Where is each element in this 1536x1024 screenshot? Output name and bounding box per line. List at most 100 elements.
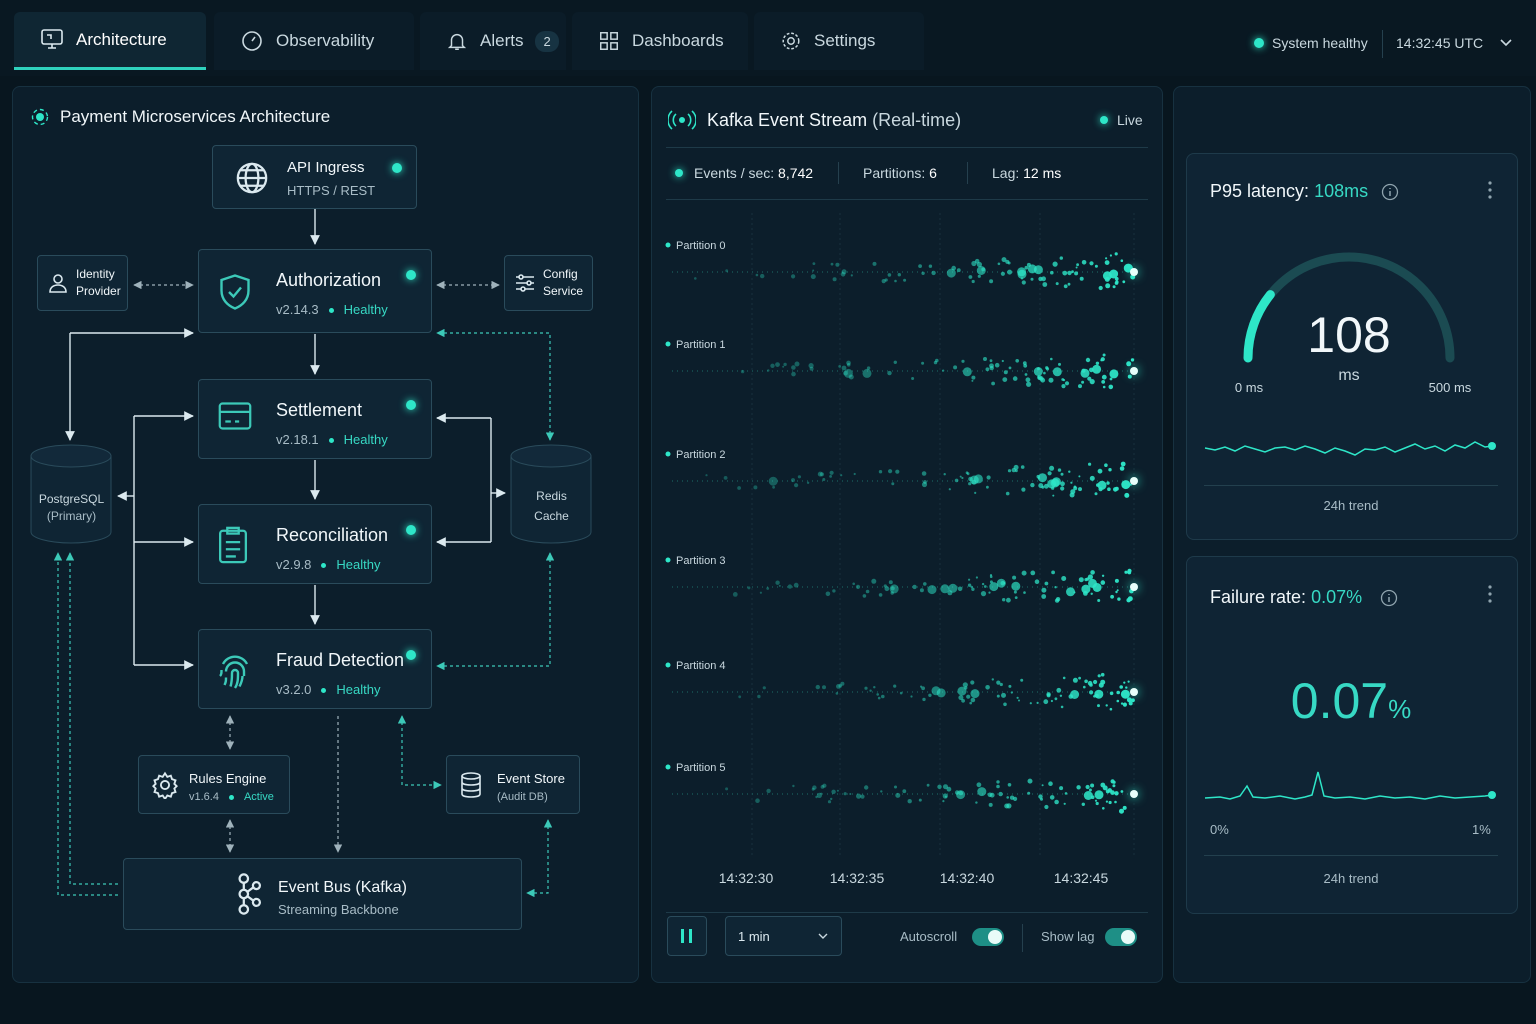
node-version: v2.9.8: [276, 557, 312, 572]
event-dot: [775, 580, 780, 585]
failure-sparkline: [1204, 771, 1496, 800]
event-dot: [1094, 264, 1098, 268]
autoscroll-toggle[interactable]: [972, 928, 1004, 946]
health-dot: [406, 525, 416, 535]
event-dot: [1122, 805, 1127, 810]
service-node: Event Store (Audit DB): [446, 755, 580, 814]
card-menu[interactable]: [1484, 584, 1496, 606]
stream-head: [1130, 790, 1138, 798]
event-dot: [1119, 466, 1125, 471]
info-icon[interactable]: [1380, 182, 1400, 202]
event-dot: [1021, 280, 1026, 285]
event-dot: [1036, 701, 1039, 704]
latency-card: [1186, 153, 1518, 540]
event-dot: [942, 369, 945, 372]
tab[interactable]: Observability: [214, 12, 414, 70]
event-dot: [1020, 678, 1024, 682]
event-dot: [1067, 282, 1071, 286]
window-select[interactable]: 1 min: [725, 916, 842, 956]
event-dot: [766, 587, 770, 590]
event-dot: [1073, 591, 1076, 594]
event-dot: [959, 475, 962, 478]
event-dot: [1100, 782, 1106, 788]
health-dot: [392, 163, 402, 173]
node-label: Identity Provider: [76, 267, 121, 298]
node-icon: [459, 771, 483, 804]
event-dot: [940, 584, 950, 594]
live-dot: [1100, 116, 1108, 124]
node-status: Healthy: [336, 557, 381, 572]
event-dot: [962, 367, 972, 377]
event-dot: [1029, 702, 1032, 705]
event-dot: [1095, 801, 1099, 806]
time-dropdown[interactable]: [1498, 36, 1514, 50]
event-dot: [1073, 486, 1078, 491]
event-dot: [878, 470, 883, 474]
event-dot: [849, 793, 852, 795]
partition-dot: [665, 764, 671, 770]
card-menu[interactable]: [1484, 180, 1496, 202]
event-dot: [1083, 685, 1086, 689]
node-icon: [513, 271, 537, 300]
event-dot: [1026, 381, 1032, 387]
event-dot: [989, 279, 994, 284]
event-dot: [1041, 485, 1045, 489]
divider: [838, 162, 839, 184]
event-dot: [1100, 580, 1106, 585]
node-icon: [217, 525, 249, 570]
pause-button[interactable]: [667, 916, 707, 956]
event-dot: [1089, 261, 1094, 266]
event-dot: [1089, 379, 1095, 385]
time-label: 14:32:45: [1054, 870, 1109, 886]
tab[interactable]: Architecture: [14, 12, 206, 70]
event-dot: [988, 802, 993, 807]
event-dot: [1062, 270, 1068, 276]
divider: [967, 162, 968, 184]
event-dot: [836, 789, 839, 792]
event-dot: [1059, 256, 1063, 260]
event-dot: [1051, 570, 1055, 575]
gauge-max: 500 ms: [1429, 380, 1472, 395]
show-lag-toggle[interactable]: [1105, 928, 1137, 946]
event-dot: [770, 363, 775, 368]
event-dot: [862, 594, 867, 598]
info-icon[interactable]: [1379, 588, 1399, 608]
event-dot: [1071, 270, 1074, 274]
event-dot: [928, 264, 933, 268]
event-dot: [921, 686, 925, 691]
event-dot: [1090, 592, 1093, 595]
event-dot: [793, 582, 799, 588]
tab[interactable]: Settings: [754, 12, 924, 70]
latency-title-row: P95 latency: 108ms: [1210, 181, 1368, 202]
event-dot: [889, 584, 899, 594]
event-dot: [1022, 361, 1027, 365]
event-dot: [976, 782, 982, 788]
service-node: PostgreSQL (Primary): [30, 444, 113, 544]
event-dot: [921, 481, 928, 488]
event-dot: [1060, 472, 1064, 476]
event-dot: [1120, 689, 1130, 699]
event-dot: [757, 694, 761, 699]
event-dot: [1094, 799, 1098, 802]
event-dot: [968, 476, 973, 482]
big-unit: %: [1388, 694, 1412, 724]
clock: 14:32:45 UTC: [1396, 35, 1484, 51]
event-dot: [1033, 367, 1043, 376]
event-dot: [935, 358, 939, 363]
tab[interactable]: Dashboards: [572, 12, 748, 70]
event-dot: [1116, 699, 1120, 703]
event-dot: [902, 789, 907, 794]
event-dot: [996, 780, 1000, 784]
event-dot: [1126, 697, 1132, 703]
event-dot: [953, 365, 958, 370]
tab[interactable]: Alerts 2: [420, 12, 566, 70]
event-dot: [971, 375, 976, 380]
stream-panel: [651, 86, 1163, 983]
tab-icon: [242, 31, 262, 51]
event-dot: [809, 366, 814, 371]
event-dot: [987, 792, 993, 798]
event-dot: [737, 486, 741, 490]
event-dot: [830, 262, 834, 266]
partition-dot: [665, 242, 671, 248]
